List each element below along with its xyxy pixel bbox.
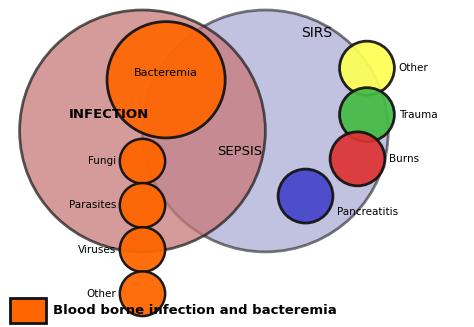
Text: Bacteremia: Bacteremia [134, 68, 198, 78]
Circle shape [120, 139, 165, 183]
FancyBboxPatch shape [10, 299, 46, 322]
Circle shape [143, 10, 388, 252]
Circle shape [120, 271, 165, 316]
Circle shape [120, 227, 165, 272]
Text: Parasites: Parasites [69, 200, 117, 210]
Text: Fungi: Fungi [88, 156, 117, 166]
Circle shape [339, 41, 394, 95]
Circle shape [330, 132, 385, 186]
Text: Other: Other [399, 63, 428, 73]
Circle shape [19, 10, 265, 252]
Text: Burns: Burns [389, 154, 419, 164]
Text: SEPSIS: SEPSIS [217, 146, 262, 158]
Text: Blood borne infection and bacteremia: Blood borne infection and bacteremia [53, 304, 337, 317]
Text: Other: Other [87, 289, 117, 299]
Text: INFECTION: INFECTION [69, 108, 149, 121]
Circle shape [278, 169, 333, 223]
Text: Pancreatitis: Pancreatitis [337, 207, 398, 217]
Text: SIRS: SIRS [301, 26, 332, 40]
Circle shape [107, 22, 225, 138]
Circle shape [339, 88, 394, 142]
Circle shape [120, 183, 165, 228]
Text: Viruses: Viruses [78, 245, 117, 254]
Text: Trauma: Trauma [399, 110, 437, 120]
